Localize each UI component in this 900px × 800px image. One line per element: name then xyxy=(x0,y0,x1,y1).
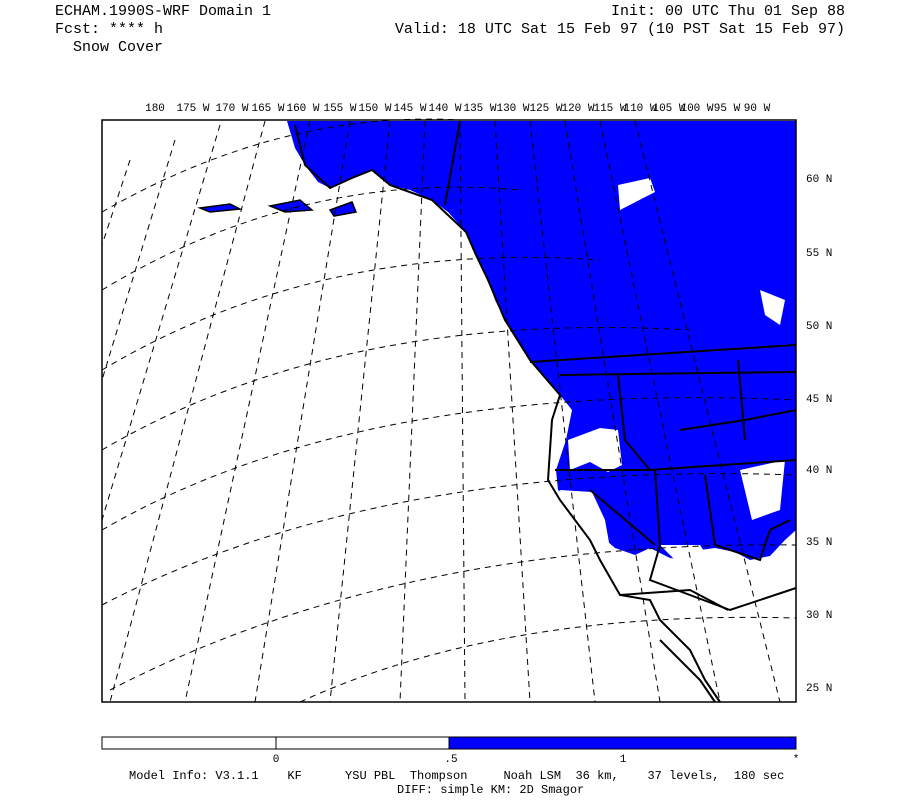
colorbar-label: 0 xyxy=(273,754,280,766)
colorbar-high xyxy=(448,736,797,750)
model-info: Model Info: V3.1.1 KF YSU PBL Thompson N… xyxy=(129,769,784,783)
longitude-label: 125 W xyxy=(529,103,562,115)
title: ECHAM.1990S-WRF Domain 1 xyxy=(55,3,271,20)
longitude-label: 95 W xyxy=(714,103,741,115)
longitude-label: 135 W xyxy=(463,103,496,115)
longitude-label: 170 W xyxy=(215,103,248,115)
latitude-labels: 60 N 55 N 50 N 45 N 40 N 35 N 30 N 25 N xyxy=(806,174,832,695)
latitude-label: 60 N xyxy=(806,174,832,186)
forecast: Fcst: **** h xyxy=(55,21,163,38)
longitude-label: 90 W xyxy=(744,103,771,115)
colorbar: 0 .5 1 * xyxy=(101,736,800,766)
longitude-label: 160 W xyxy=(286,103,319,115)
longitude-label: 145 W xyxy=(393,103,426,115)
map-panel xyxy=(101,118,797,703)
field-name: Snow Cover xyxy=(73,39,163,56)
colorbar-label: .5 xyxy=(444,754,457,766)
longitude-label: 115 W xyxy=(593,103,626,115)
longitude-label: 130 W xyxy=(496,103,529,115)
longitude-label: 155 W xyxy=(323,103,356,115)
snow-islands xyxy=(197,199,358,217)
diff-info: DIFF: simple KM: 2D Smagor xyxy=(397,783,584,797)
latitude-label: 30 N xyxy=(806,610,832,622)
longitude-label: 150 W xyxy=(358,103,391,115)
colorbar-label: * xyxy=(793,754,800,766)
longitude-label: 175 W xyxy=(176,103,209,115)
latitude-label: 40 N xyxy=(806,465,832,477)
valid-time: Valid: 18 UTC Sat 15 Feb 97 (10 PST Sat … xyxy=(395,21,845,38)
snow-area xyxy=(287,121,796,560)
graticule xyxy=(101,118,797,703)
map-frame xyxy=(101,119,797,703)
longitude-label: 120 W xyxy=(561,103,594,115)
longitude-label: 110 W xyxy=(623,103,656,115)
latitude-label: 55 N xyxy=(806,248,832,260)
boundaries xyxy=(294,120,797,703)
latitude-label: 45 N xyxy=(806,394,832,406)
longitude-label: 100 W xyxy=(680,103,713,115)
latitude-label: 25 N xyxy=(806,683,832,695)
longitude-label: 180 xyxy=(145,103,165,115)
longitude-label: 140 W xyxy=(428,103,461,115)
colorbar-label: 1 xyxy=(620,754,627,766)
longitude-labels: 180 175 W 170 W 165 W 160 W 155 W 150 W 145 W 14… xyxy=(145,103,771,115)
latitude-label: 35 N xyxy=(806,537,832,549)
latitude-label: 50 N xyxy=(806,321,832,333)
longitude-label: 105 W xyxy=(652,103,685,115)
init-time: Init: 00 UTC Thu 01 Sep 88 xyxy=(611,3,845,20)
longitude-label: 165 W xyxy=(251,103,284,115)
